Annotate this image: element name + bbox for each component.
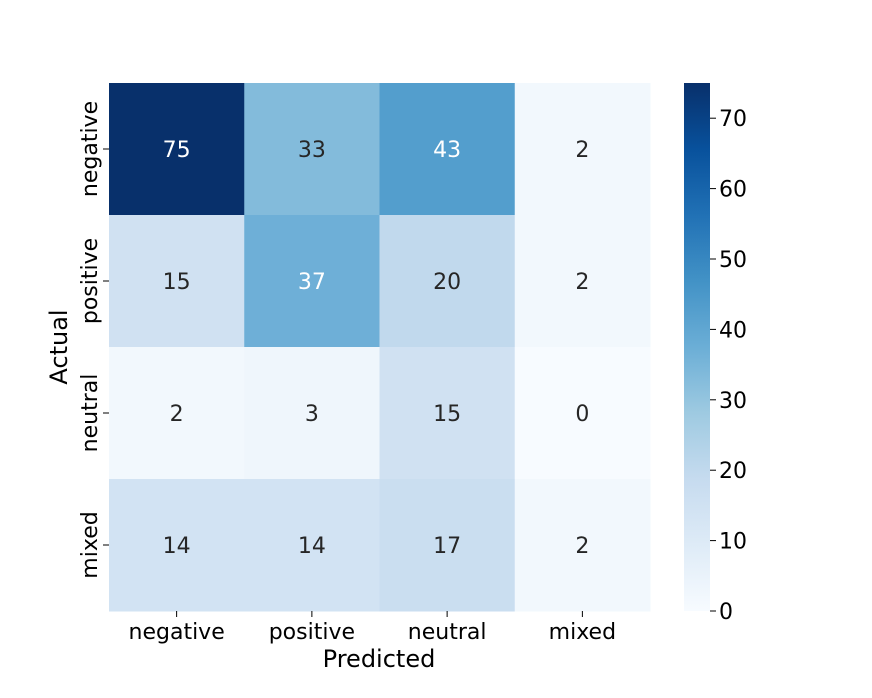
y-axis-ticks: negative positive neutral mixed xyxy=(78,101,109,579)
cell-value-label: 3 xyxy=(305,402,319,427)
heatmap-cell xyxy=(514,479,651,612)
cell-value-label: 2 xyxy=(575,270,589,295)
heatmap-cell xyxy=(514,215,651,348)
heatmap-cells xyxy=(109,83,651,612)
colorbar-tick-label: 70 xyxy=(719,107,747,132)
cell-value-label: 20 xyxy=(433,270,461,295)
x-tick-label: positive xyxy=(269,620,355,645)
cell-value-label: 33 xyxy=(298,138,326,163)
cell-value-label: 15 xyxy=(433,402,461,427)
colorbar-tick-label: 40 xyxy=(719,318,747,343)
colorbar-tick-label: 10 xyxy=(719,530,747,555)
colorbar-tick-label: 30 xyxy=(719,389,747,414)
cell-value-label: 37 xyxy=(298,270,326,295)
heatmap-cell xyxy=(244,215,380,348)
heatmap-cell xyxy=(244,83,380,216)
x-tick-label: neutral xyxy=(408,620,487,645)
x-tick-label: mixed xyxy=(549,620,616,645)
cell-value-label: 75 xyxy=(163,138,191,163)
heatmap-cell xyxy=(244,479,380,612)
heatmap-cell xyxy=(109,83,245,216)
cell-value-label: 43 xyxy=(433,138,461,163)
cell-value-label: 2 xyxy=(170,402,184,427)
x-axis-title: Predicted xyxy=(323,645,436,673)
heatmap-cell-labels: 75 33 43 2 15 37 20 2 2 3 15 0 14 14 17 2 xyxy=(163,138,590,559)
y-tick-label: positive xyxy=(78,238,103,324)
colorbar-tick-label: 0 xyxy=(719,600,733,625)
cell-value-label: 14 xyxy=(298,534,326,559)
cell-value-label: 0 xyxy=(575,402,589,427)
y-tick-label: negative xyxy=(78,101,103,197)
heatmap-cell xyxy=(379,479,516,612)
colorbar xyxy=(684,83,710,611)
heatmap-cell xyxy=(109,347,245,480)
cell-value-label: 15 xyxy=(163,270,191,295)
y-axis-title: Actual xyxy=(45,309,73,384)
colorbar-tick-label: 20 xyxy=(719,459,747,484)
cell-value-label: 17 xyxy=(433,534,461,559)
heatmap-cell xyxy=(109,479,245,612)
cell-value-label: 2 xyxy=(575,534,589,559)
y-tick-label: neutral xyxy=(78,374,103,453)
heatmap-cell xyxy=(379,215,516,348)
x-tick-label: negative xyxy=(129,620,225,645)
colorbar-tick-label: 60 xyxy=(719,178,747,203)
colorbar-tick-label: 50 xyxy=(719,248,747,273)
heatmap-cell xyxy=(379,83,516,216)
colorbar-ticks: 0 10 20 30 40 50 60 70 xyxy=(710,107,747,625)
heatmap-cell xyxy=(109,215,245,348)
heatmap-cell xyxy=(514,83,651,216)
heatmap-cell xyxy=(514,347,651,480)
heatmap-cell xyxy=(244,347,380,480)
cell-value-label: 2 xyxy=(575,138,589,163)
cell-value-label: 14 xyxy=(163,534,191,559)
y-tick-label: mixed xyxy=(78,511,103,578)
heatmap-cell xyxy=(379,347,516,480)
x-axis-ticks: negative positive neutral mixed xyxy=(129,611,616,645)
